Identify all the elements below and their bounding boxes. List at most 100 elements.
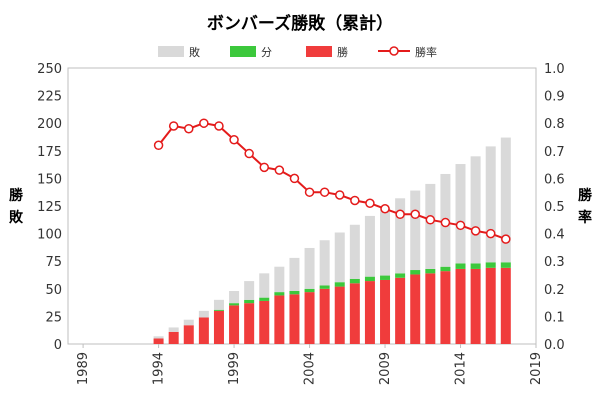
x-tick-label: 2009: [378, 352, 393, 385]
win-bar: [334, 286, 345, 344]
winrate-polyline: [157, 122, 507, 241]
legend-label: 敗: [189, 45, 200, 59]
y-axis-label-char: 敗: [9, 209, 24, 226]
x-tick-label: 1989: [76, 352, 91, 385]
y2-tick-label: 0.0: [544, 338, 565, 353]
y-axis-label-char: 勝: [9, 187, 24, 204]
x-tick-label: 1994: [152, 352, 167, 385]
y-tick-label: 125: [37, 200, 62, 215]
y-tick-label: 50: [45, 283, 62, 298]
loss-bar: [183, 319, 194, 326]
winrate-point: [274, 165, 285, 175]
draw-bar: [319, 285, 330, 289]
y-tick-label: 250: [37, 62, 62, 77]
y2-axis-label-char: 率: [578, 209, 592, 226]
winrate-point: [440, 217, 451, 228]
y2-tick-label: 1.0: [544, 62, 565, 77]
draw-bar: [380, 275, 391, 280]
draw-bar: [470, 263, 481, 269]
winrate-point: [184, 123, 194, 134]
win-bar: [244, 303, 255, 344]
draw-bar: [395, 273, 406, 278]
win-bar: [470, 268, 481, 344]
loss-bar: [425, 183, 436, 269]
win-bar: [410, 274, 421, 344]
y2-tick-label: 0.1: [544, 310, 565, 325]
draw-bar: [425, 268, 436, 274]
winrate-point: [304, 187, 315, 197]
draw-bar: [259, 297, 270, 301]
winrate-point: [350, 195, 360, 206]
draw-bar: [410, 270, 421, 275]
win-bar: [153, 338, 164, 344]
draw-bar: [289, 291, 300, 295]
y-tick-label: 75: [45, 255, 62, 270]
win-bar: [319, 288, 330, 344]
draw-bar: [244, 299, 255, 304]
win-bar: [259, 300, 270, 344]
win-bar: [395, 277, 406, 344]
legend-label: 分: [261, 46, 272, 59]
win-bar: [349, 283, 360, 344]
loss-bar: [213, 299, 224, 310]
draw-bar: [349, 278, 360, 284]
loss-bar: [168, 327, 179, 332]
y2-tick-label: 0.6: [544, 172, 565, 187]
legend-label: 勝: [337, 45, 348, 59]
loss-bar: [395, 198, 406, 274]
y-tick-label: 25: [45, 310, 62, 325]
draw-bar: [455, 263, 466, 269]
draw-bar: [274, 292, 285, 296]
y2-tick-label: 0.5: [544, 200, 565, 215]
y2-tick-label: 0.9: [544, 90, 565, 105]
winrate-point: [334, 190, 345, 200]
win-bar: [500, 267, 511, 344]
loss-bar: [380, 208, 391, 276]
winrate-point: [259, 162, 270, 173]
winrate-point: [501, 234, 511, 244]
draw-bar: [213, 309, 224, 311]
chart-title: ボンバーズ勝敗（累計）: [207, 13, 393, 34]
draw-bar: [500, 262, 511, 268]
win-bar: [380, 279, 391, 344]
loss-bar: [485, 146, 496, 263]
winrate-line: [153, 118, 511, 244]
win-bar: [440, 271, 451, 344]
y2-tick-label: 0.7: [544, 145, 565, 160]
win-bar: [364, 281, 375, 344]
winrate-point: [168, 121, 179, 131]
y2-tick-label: 0.3: [544, 255, 565, 270]
x-tick-label: 2004: [303, 352, 318, 385]
winrate-point: [319, 187, 330, 197]
y2-tick-label: 0.8: [544, 117, 565, 132]
loss-bar: [153, 336, 164, 339]
legend-swatch: [230, 46, 256, 57]
winrate-point: [410, 209, 420, 220]
winrate-point: [214, 121, 224, 131]
win-bar: [304, 292, 315, 344]
x-tick-label: 1999: [227, 352, 242, 385]
y2-tick-label: 0.4: [544, 228, 565, 243]
winrate-point: [425, 215, 436, 225]
y2-tick-label: 0.2: [544, 283, 565, 298]
loss-bar: [198, 310, 209, 318]
win-bar: [425, 273, 436, 344]
winrate-point: [199, 118, 209, 128]
winrate-point: [380, 204, 390, 214]
win-bar: [183, 325, 194, 344]
loss-bar: [259, 273, 270, 298]
legend: 敗 分 勝 勝率: [158, 45, 437, 59]
win-bar: [455, 268, 466, 344]
winrate-point: [485, 228, 496, 239]
draw-bar: [440, 266, 451, 272]
winrate-point: [244, 148, 254, 159]
x-tick-label: 2019: [529, 352, 544, 385]
winrate-point: [395, 209, 405, 220]
loss-bar: [349, 224, 360, 279]
win-bar: [229, 305, 240, 344]
y-tick-label: 175: [37, 145, 62, 160]
y-tick-label: 150: [37, 172, 62, 187]
loss-bar: [500, 137, 511, 263]
win-bar: [274, 295, 285, 344]
